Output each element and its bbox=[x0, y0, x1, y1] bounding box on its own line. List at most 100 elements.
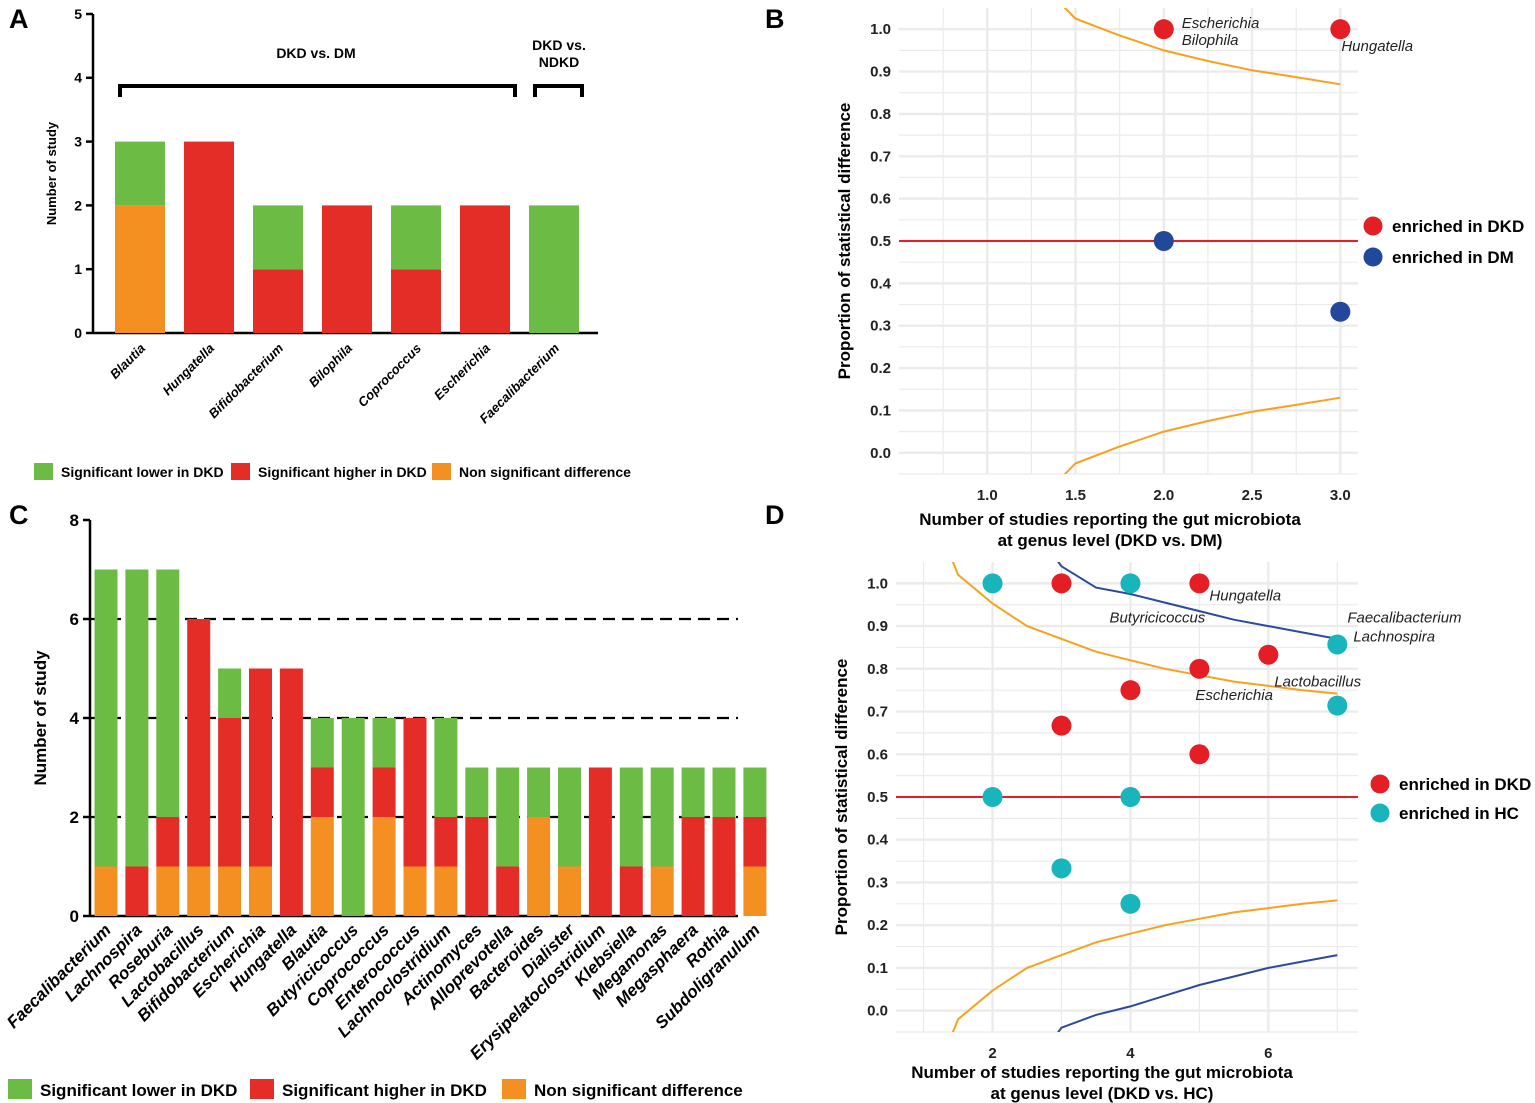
bar-klebsiella-lower bbox=[619, 767, 643, 867]
bar-hungatella-higher bbox=[279, 668, 303, 916]
x-axis-label-line2: at genus level (DKD vs. DM) bbox=[998, 531, 1223, 550]
x-tick-label: 1.5 bbox=[1065, 487, 1086, 504]
bar-blautia-lower bbox=[115, 141, 165, 206]
point-enriched-in-hc bbox=[1327, 634, 1348, 655]
annotation-hungatella: Hungatella bbox=[1209, 587, 1281, 604]
y-tick-label: 1 bbox=[74, 261, 82, 277]
legend-label-higher: Significant higher in DKD bbox=[258, 464, 427, 480]
funnel-lines bbox=[951, 562, 1338, 1032]
point-enriched-in-dkd bbox=[1189, 658, 1210, 679]
bar-roseburia-higher bbox=[156, 817, 180, 867]
x-tick-label-bilophila: Bilophila bbox=[306, 341, 355, 390]
y-tick-label: 0.0 bbox=[870, 445, 891, 462]
y-axis-label: Proportion of statistical difference bbox=[835, 103, 854, 380]
legend-label-enriched_dkd: enriched in DKD bbox=[1399, 775, 1531, 794]
legend-label-nonsig: Non significant difference bbox=[534, 1081, 743, 1100]
panel-label-c: C bbox=[9, 500, 29, 530]
legend-swatch-higher bbox=[231, 463, 250, 480]
y-axis-label: Proportion of statistical difference bbox=[832, 659, 851, 936]
point-enriched-in-dkd bbox=[1189, 744, 1210, 765]
group-label-dkd-vs-ndkd-line1: DKD vs. bbox=[532, 37, 586, 53]
bar-blautia-higher bbox=[310, 767, 334, 817]
y-tick-label: 0.3 bbox=[867, 874, 888, 891]
bar-lachnoclostridium-higher bbox=[434, 817, 458, 867]
bar-faecalibacterium-lower bbox=[94, 569, 118, 867]
annotation-escherichia: Escherichia bbox=[1195, 687, 1273, 704]
annotation-hungatella: Hungatella bbox=[1341, 38, 1413, 55]
x-tick-label-blautia: Blautia bbox=[107, 341, 148, 382]
bar-megamonas-nonsig bbox=[650, 866, 674, 916]
group-label-dkd-vs-ndkd-line2: NDKD bbox=[539, 54, 579, 70]
bar-roseburia-nonsig bbox=[156, 866, 180, 916]
x-tick-label: 2.0 bbox=[1153, 487, 1174, 504]
bar-coprococcus-lower bbox=[372, 718, 396, 768]
point-enriched-in-hc bbox=[982, 573, 1003, 594]
bar-lachnoclostridium-lower bbox=[434, 718, 458, 817]
bar-bifidobacterium-nonsig bbox=[218, 866, 242, 916]
y-tick-label: 0 bbox=[70, 907, 79, 926]
x-tick-label-bifidobacterium: Bifidobacterium bbox=[206, 340, 287, 421]
y-tick-label: 1.0 bbox=[870, 21, 891, 38]
legend-label-nonsig: Non significant difference bbox=[459, 464, 631, 480]
bar-subdoligranulum-lower bbox=[743, 767, 767, 817]
annotation-bilophila: Bilophila bbox=[1182, 32, 1239, 49]
y-tick-label: 0.4 bbox=[870, 275, 892, 292]
bracket-dkd-vs-dm bbox=[118, 84, 517, 97]
y-tick-label: 0 bbox=[74, 325, 82, 341]
bar-rothia-higher bbox=[712, 817, 736, 916]
x-tick-label-escherichia: Escherichia bbox=[431, 341, 493, 403]
bar-bifidobacterium-lower bbox=[253, 205, 303, 270]
bar-escherichia-higher bbox=[249, 668, 272, 867]
point-enriched-in-dkd bbox=[1051, 715, 1072, 736]
y-tick-label: 2 bbox=[70, 808, 79, 827]
point-enriched-in-dkd bbox=[1120, 680, 1141, 701]
y-tick-label: 4 bbox=[70, 709, 80, 728]
bar-lachnospira-higher bbox=[125, 866, 149, 916]
bar-subdoligranulum-higher bbox=[743, 817, 767, 867]
bar-klebsiella-higher bbox=[619, 866, 643, 916]
bar-alloprevotella-lower bbox=[496, 767, 520, 867]
legend-swatch-lower bbox=[34, 463, 53, 480]
bar-actinomyces-higher bbox=[465, 817, 489, 916]
bar-coprococcus-higher bbox=[391, 269, 441, 333]
bar-actinomyces-lower bbox=[465, 767, 489, 817]
bar-faecalibacterium-lower bbox=[529, 205, 579, 333]
point-enriched-in-hc bbox=[1051, 858, 1072, 879]
bar-alloprevotella-higher bbox=[496, 866, 520, 916]
bar-hungatella-higher bbox=[184, 141, 234, 333]
bar-enterococcus-nonsig bbox=[403, 866, 427, 916]
panel-label-b: B bbox=[765, 4, 785, 34]
y-tick-label: 0.4 bbox=[867, 832, 889, 849]
bar-bacteroides-nonsig bbox=[527, 817, 551, 916]
y-tick-label: 0.3 bbox=[870, 318, 891, 335]
bar-megamonas-lower bbox=[650, 767, 674, 867]
legend-label-enriched_dm: enriched in DM bbox=[1392, 248, 1514, 267]
bar-coprococcus-lower bbox=[391, 205, 441, 270]
y-tick-label: 3 bbox=[74, 134, 82, 150]
bar-enterococcus-higher bbox=[403, 718, 427, 867]
y-tick-label: 1.0 bbox=[867, 575, 888, 592]
annotation-lachnospira: Lachnospira bbox=[1353, 628, 1435, 645]
funnel-line-blue bbox=[1057, 954, 1338, 1032]
x-tick-label-coprococcus: Coprococcus bbox=[355, 341, 424, 410]
bar-bacteroides-lower bbox=[527, 767, 551, 817]
bar-blautia-nonsig bbox=[115, 205, 165, 333]
x-axis-label: Number of studies reporting the gut micr… bbox=[911, 1063, 1293, 1082]
y-tick-label: 0.8 bbox=[870, 106, 891, 123]
y-tick-label: 8 bbox=[70, 511, 79, 530]
bar-bifidobacterium-higher bbox=[218, 718, 242, 867]
bar-erysipelatoclostridium-higher bbox=[588, 767, 612, 916]
funnel-line-orange bbox=[951, 562, 1338, 695]
annotation-butyricicoccus: Butyricicoccus bbox=[1109, 609, 1205, 626]
funnel-line-blue bbox=[1057, 562, 1338, 640]
y-tick-label: 0.7 bbox=[870, 148, 891, 165]
x-tick-label: 1.0 bbox=[977, 487, 998, 504]
bar-butyricicoccus-lower bbox=[341, 718, 365, 916]
funnel-line-orange bbox=[951, 899, 1338, 1032]
y-tick-label: 0.0 bbox=[867, 1003, 888, 1020]
y-tick-label: 0.5 bbox=[870, 233, 891, 250]
bar-lachnospira-lower bbox=[125, 569, 149, 867]
bar-faecalibacterium-nonsig bbox=[94, 866, 118, 916]
